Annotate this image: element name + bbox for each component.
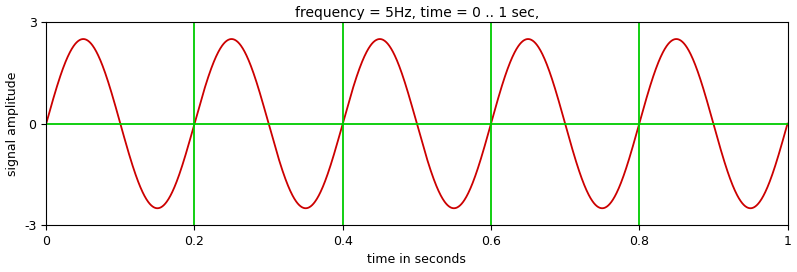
Title: frequency = 5Hz, time = 0 .. 1 sec,: frequency = 5Hz, time = 0 .. 1 sec, <box>295 5 539 20</box>
X-axis label: time in seconds: time in seconds <box>367 254 466 267</box>
Y-axis label: signal amplitude: signal amplitude <box>6 72 18 176</box>
